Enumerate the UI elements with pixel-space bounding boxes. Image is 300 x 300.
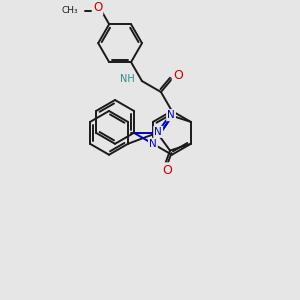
Text: N: N (149, 139, 157, 149)
Text: CH₃: CH₃ (61, 6, 78, 15)
Text: O: O (93, 2, 102, 14)
Text: O: O (173, 69, 183, 82)
Text: N: N (167, 110, 175, 120)
Text: NH: NH (120, 74, 135, 84)
Text: O: O (163, 164, 172, 176)
Text: N: N (154, 127, 162, 137)
